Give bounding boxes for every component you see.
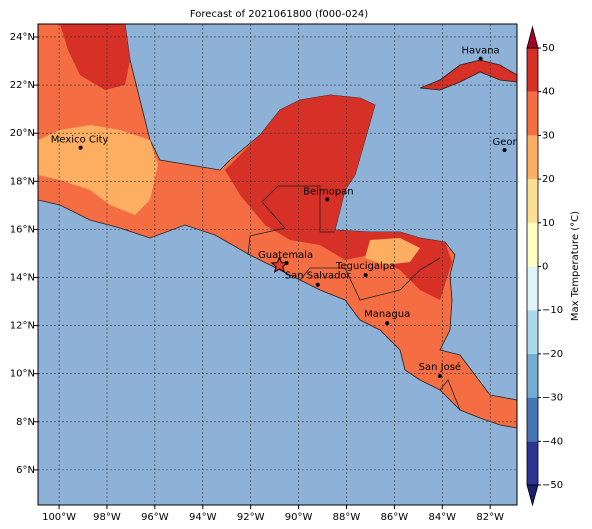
x-tick-label: 100°W xyxy=(42,512,76,523)
star-marker xyxy=(270,256,289,274)
city-label: Managua xyxy=(364,309,410,320)
y-tick-label: 24°N xyxy=(10,32,35,43)
y-tick-label: 22°N xyxy=(10,80,35,91)
city-label: George Town xyxy=(493,137,558,148)
city-dot xyxy=(325,197,330,202)
colorbar-band xyxy=(527,310,538,354)
colorbar-band xyxy=(527,353,538,398)
colorbar-tick-label: 0 xyxy=(542,262,548,273)
colorbar-tick-label: −10 xyxy=(542,305,563,316)
city-dot xyxy=(315,282,320,287)
colorbar-tick-label: −30 xyxy=(542,393,563,404)
cool-region xyxy=(365,238,420,265)
border xyxy=(299,257,441,301)
colorbar-tick-label: −20 xyxy=(542,349,563,360)
colorbar-tick-label: 10 xyxy=(542,218,555,229)
city-label: Tegucigalpa xyxy=(335,261,395,272)
y-tick-label: 12°N xyxy=(10,321,35,332)
x-tick-label: 94°W xyxy=(189,512,217,523)
colorbar-tick-label: 50 xyxy=(542,43,555,54)
colorbar-band xyxy=(527,91,538,136)
city-label: Belmopan xyxy=(303,186,353,197)
colorbar-tick-label: 40 xyxy=(542,87,555,98)
x-tick-label: 82°W xyxy=(476,512,504,523)
x-tick-label: 88°W xyxy=(333,512,361,523)
y-tick-label: 18°N xyxy=(10,176,35,187)
colorbar-band xyxy=(527,48,538,92)
x-tick-label: 84°W xyxy=(428,512,456,523)
colorbar-band xyxy=(527,441,538,485)
city-label: Mexico City xyxy=(51,135,109,146)
colorbar-band xyxy=(527,222,538,267)
colorbar-tick-label: −40 xyxy=(542,436,563,447)
x-tick-label: 86°W xyxy=(381,512,409,523)
city-dot xyxy=(478,56,483,61)
y-tick-label: 20°N xyxy=(10,128,35,139)
city-dot xyxy=(502,148,507,153)
y-tick-label: 8°N xyxy=(16,417,35,428)
colorbar-tick-label: −50 xyxy=(542,480,563,491)
border xyxy=(439,379,461,411)
colorbar-band xyxy=(527,266,538,311)
city-dot xyxy=(363,273,368,278)
colorbar-band xyxy=(527,135,538,180)
colorbar-extend xyxy=(526,25,539,49)
colorbar-label: Max Temperature (°C) xyxy=(570,211,581,321)
x-tick-label: 92°W xyxy=(237,512,265,523)
border xyxy=(247,201,286,256)
border xyxy=(261,185,335,233)
map-title: Forecast of 2021061800 (f000-024) xyxy=(190,9,368,20)
city-dot xyxy=(78,145,83,150)
y-tick-label: 10°N xyxy=(10,369,35,380)
x-tick-label: 96°W xyxy=(141,512,169,523)
colorbar-tick-label: 30 xyxy=(542,130,555,141)
colorbar-extend xyxy=(526,484,539,507)
y-tick-label: 16°N xyxy=(10,224,35,235)
city-label: Guatemala xyxy=(258,250,313,261)
y-tick-label: 6°N xyxy=(16,465,35,476)
city-dot xyxy=(437,374,442,379)
x-tick-label: 90°W xyxy=(285,512,313,523)
x-tick-label: 98°W xyxy=(93,512,121,523)
city-label: San Salvador xyxy=(285,271,352,282)
map-area: Havana Mexico City George Town Belmopan Guat… xyxy=(38,24,558,505)
map-frame xyxy=(37,23,518,506)
warm-region xyxy=(60,24,130,90)
colorbar-band xyxy=(527,397,538,442)
city-label: Havana xyxy=(462,46,500,57)
colorbar-band xyxy=(527,179,538,223)
y-tick-label: 14°N xyxy=(10,272,35,283)
cool-region xyxy=(38,125,158,215)
colorbar-tick-label: 20 xyxy=(542,174,555,185)
city-label: San José xyxy=(419,361,461,373)
cuba xyxy=(419,59,517,91)
city-dot xyxy=(385,321,390,326)
